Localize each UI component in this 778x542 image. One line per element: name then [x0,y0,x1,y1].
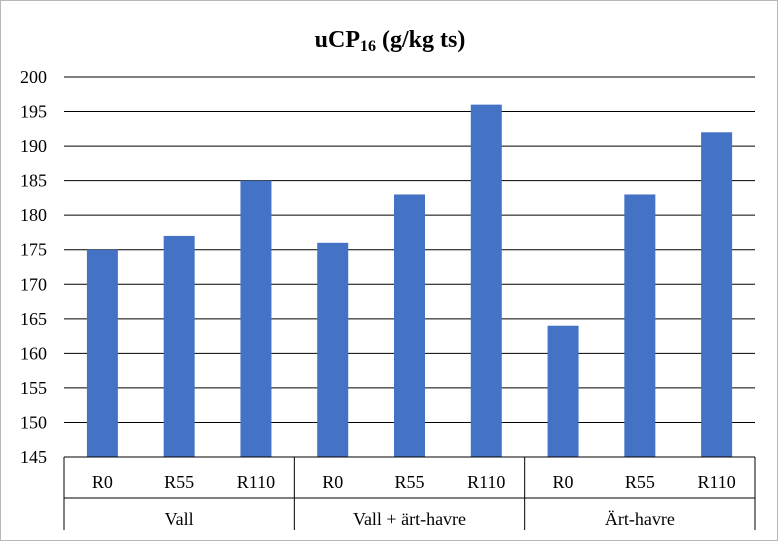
group-label: Vall [165,509,194,529]
bar [624,194,656,458]
group-label: Ärt-havre [605,509,675,529]
x-category-label: R55 [394,472,424,492]
x-category-label: R110 [697,472,735,492]
bar [317,242,349,457]
x-category-label: R110 [467,472,505,492]
y-tick-label: 150 [20,412,47,432]
chart-title-unit: (g/kg ts) [376,27,465,53]
x-category-label: R55 [625,472,655,492]
bar [470,104,502,458]
x-category-label: R0 [553,472,574,492]
axes [63,456,756,530]
y-tick-label: 155 [20,378,47,398]
bar [86,249,118,457]
chart-title: uCP16 (g/kg ts) [315,27,466,55]
y-tick-label: 145 [20,447,47,467]
bar [240,180,272,458]
bar [547,325,579,457]
y-tick-label: 160 [20,343,47,363]
chart-title-subscript: 16 [360,38,376,55]
y-tick-label: 170 [20,274,47,294]
bars [86,104,733,458]
x-category-label: R110 [237,472,275,492]
y-tick-labels: 145 150 155 160 165 170 175 180 185 190 195 200 [20,67,47,467]
bar [701,132,733,458]
y-tick-label: 175 [20,240,47,260]
group-label: Vall + ärt-havre [353,509,466,529]
y-tick-label: 190 [20,136,47,156]
y-tick-label: 200 [20,67,47,87]
x-category-label: R0 [322,472,343,492]
chart-title-main: uCP [315,27,360,53]
y-tick-label: 165 [20,309,47,329]
bar [394,194,425,458]
y-tick-label: 185 [20,171,47,191]
y-tick-label: 180 [20,205,47,225]
y-tick-label: 195 [20,102,47,122]
bar [163,235,195,457]
x-category-label: R0 [92,472,113,492]
x-category-label: R55 [164,472,194,492]
